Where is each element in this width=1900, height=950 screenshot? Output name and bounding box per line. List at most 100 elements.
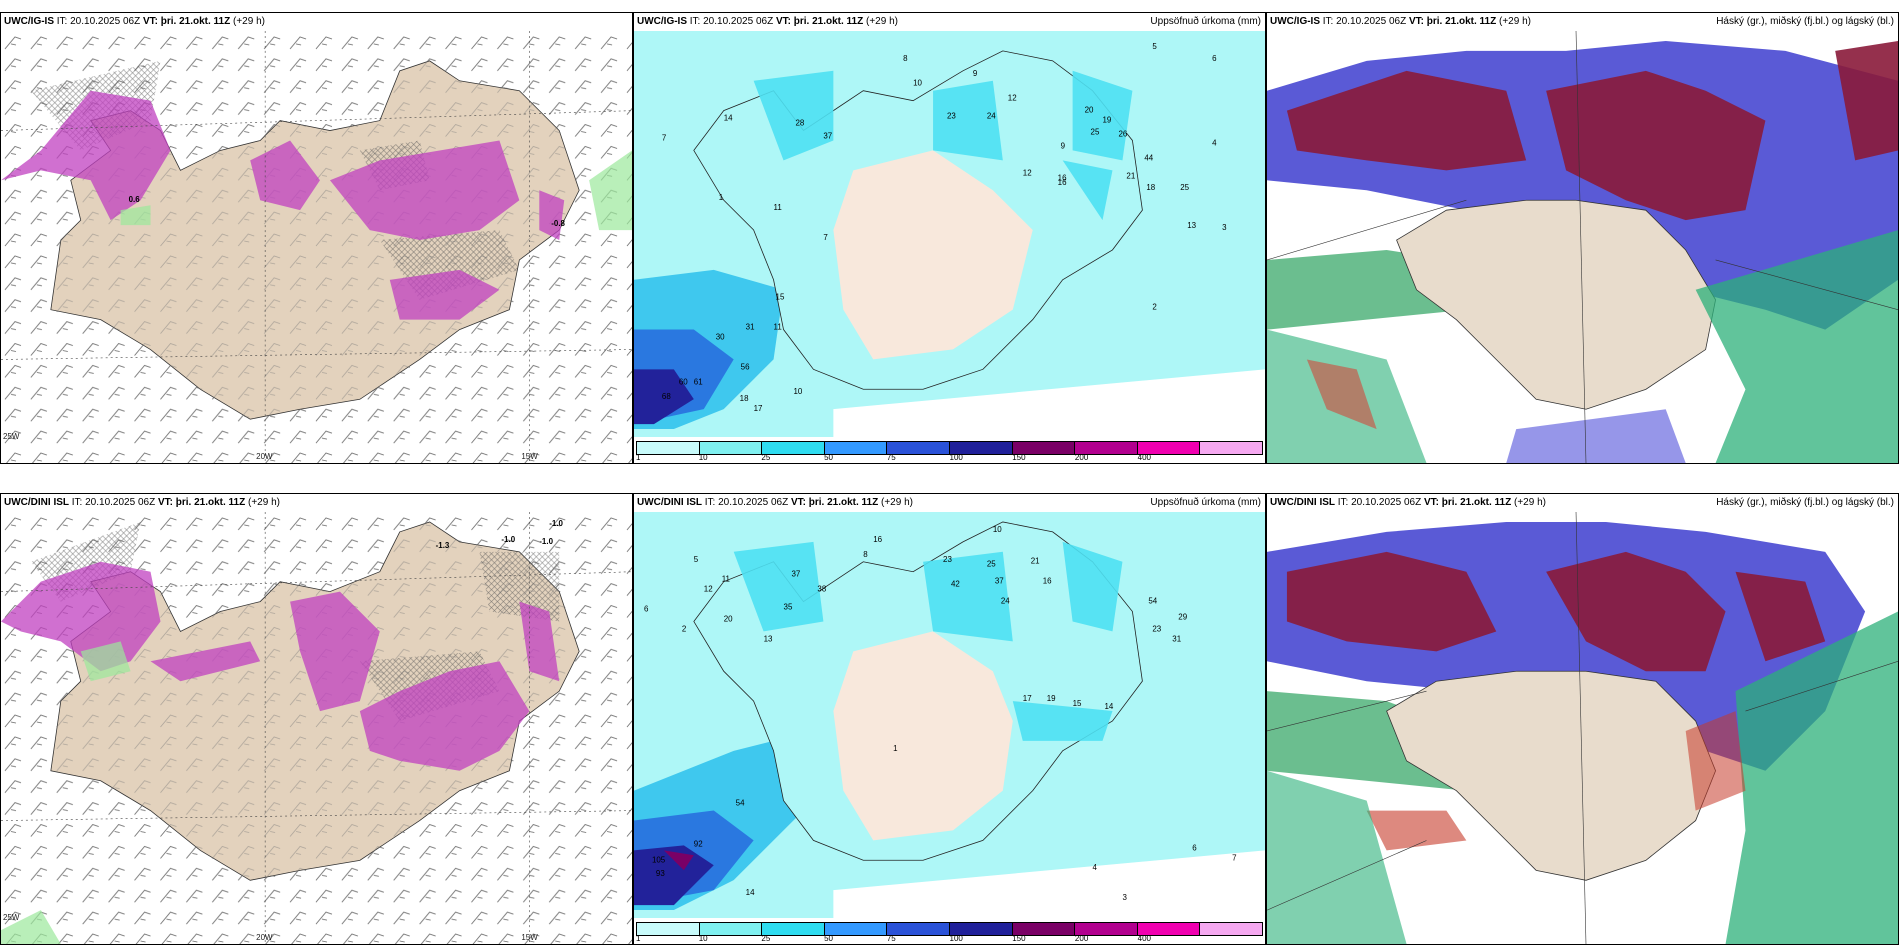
lead-time: (+29 h): [881, 497, 913, 508]
colorbar-swatch: [699, 923, 763, 935]
colorbar-swatch: [1137, 923, 1201, 935]
temp-label: 0.6: [129, 195, 141, 204]
svg-text:13: 13: [1187, 221, 1196, 230]
colorbar-label: 100: [949, 453, 963, 462]
colorbar-swatch: [699, 442, 763, 454]
svg-text:10: 10: [913, 79, 922, 88]
valid-time: þri. 21.okt. 11Z: [1426, 16, 1497, 27]
model-name: UWC/IG-IS: [637, 16, 687, 27]
svg-text:37: 37: [995, 577, 1004, 586]
svg-text:30: 30: [716, 332, 725, 341]
model-name: UWC/DINI ISL: [1270, 497, 1335, 508]
colorbar-swatch: [949, 442, 1013, 454]
colorbar-label: 1: [636, 934, 641, 943]
svg-text:26: 26: [1118, 129, 1127, 138]
map-area: 20W 15W 25W 0.6 -0.8: [1, 31, 632, 463]
colorbar-swatch: [1200, 442, 1262, 454]
temp-label: -1.0: [539, 537, 553, 546]
map-area: 8 7 9 10 14 28 37 23 24 12 20 19 25 26 4…: [634, 31, 1265, 437]
colorbar-swatch: [824, 442, 888, 454]
svg-text:6: 6: [1212, 54, 1217, 63]
svg-text:14: 14: [746, 888, 755, 897]
init-time: 20.10.2025 06Z: [1351, 497, 1422, 508]
panel-header: UWC/IG-IS IT: 20.10.2025 06Z VT: þri. 21…: [1, 13, 632, 31]
svg-text:68: 68: [662, 392, 671, 401]
svg-text:11: 11: [774, 323, 783, 332]
svg-text:54: 54: [1148, 597, 1157, 606]
svg-text:9: 9: [1061, 141, 1066, 150]
svg-text:11: 11: [774, 203, 783, 212]
svg-text:15: 15: [1073, 699, 1082, 708]
svg-text:20: 20: [1085, 106, 1094, 115]
precip-magenta: [1, 561, 560, 771]
svg-text:38: 38: [817, 585, 826, 594]
valid-time: þri. 21.okt. 11Z: [793, 16, 864, 27]
svg-text:1: 1: [719, 193, 724, 202]
svg-text:3: 3: [1122, 893, 1127, 902]
temp-label: -0.8: [551, 219, 565, 228]
svg-text:37: 37: [823, 131, 832, 140]
svg-text:14: 14: [724, 114, 733, 123]
svg-text:12: 12: [704, 585, 713, 594]
colorbar-label: 200: [1074, 453, 1089, 462]
colorbar-swatch: [1200, 923, 1262, 935]
lon-label-25w: 25W: [3, 913, 20, 922]
panel-header: UWC/DINI ISL IT: 20.10.2025 06Z VT: þri.…: [1, 494, 632, 512]
svg-text:10: 10: [993, 525, 1002, 534]
colorbar-swatch: [949, 923, 1013, 935]
panel-bottom-mid-precip: UWC/DINI ISL IT: 20.10.2025 06Z VT: þri.…: [633, 493, 1266, 945]
map-area: 20W 15W 25W -1.3 -1.0 -1.0 -1.0: [1, 512, 632, 944]
colorbar-swatch: [824, 923, 888, 935]
colorbar-swatch: [762, 442, 825, 454]
colorbar-label: 50: [824, 453, 834, 462]
svg-text:25: 25: [1091, 127, 1100, 136]
lead-time: (+29 h): [1514, 497, 1546, 508]
colorbar-swatch: [1012, 923, 1076, 935]
svg-text:6: 6: [644, 605, 649, 614]
precip-values: 8 7 9 10 14 28 37 23 24 12 20 19 25 26 4…: [662, 42, 1227, 413]
svg-text:23: 23: [1152, 624, 1161, 633]
valid-time: þri. 21.okt. 11Z: [808, 497, 879, 508]
colorbar-label: 75: [886, 453, 896, 462]
precip-magenta: [1, 90, 565, 320]
svg-text:21: 21: [1126, 171, 1135, 180]
lead-time: (+29 h): [866, 16, 898, 27]
svg-text:7: 7: [823, 233, 828, 242]
svg-text:8: 8: [863, 550, 868, 559]
svg-text:92: 92: [694, 839, 703, 848]
svg-text:11: 11: [722, 575, 731, 584]
iceland-landmass: [1386, 670, 1717, 881]
temp-label: -1.3: [436, 541, 450, 550]
svg-text:14: 14: [1105, 702, 1114, 711]
svg-text:16: 16: [1058, 173, 1067, 182]
init-time: 20.10.2025 06Z: [703, 16, 774, 27]
svg-text:4: 4: [1212, 138, 1217, 147]
lon-label-15w: 15W: [521, 933, 538, 942]
field-title: Háský (gr.), miðský (fj.bl.) og lágský (…: [1716, 16, 1894, 27]
svg-text:31: 31: [1172, 634, 1181, 643]
svg-text:37: 37: [792, 570, 801, 579]
panel-bottom-left-wind-temp: UWC/DINI ISL IT: 20.10.2025 06Z VT: þri.…: [0, 493, 633, 945]
svg-text:12: 12: [1023, 168, 1032, 177]
colorbar-swatch: [762, 923, 825, 935]
panel-header: UWC/IG-IS IT: 20.10.2025 06Z VT: þri. 21…: [634, 13, 1265, 31]
svg-text:54: 54: [736, 799, 745, 808]
svg-text:56: 56: [741, 362, 750, 371]
svg-text:5: 5: [1152, 42, 1157, 51]
svg-text:25: 25: [987, 560, 996, 569]
svg-text:8: 8: [903, 54, 908, 63]
svg-text:21: 21: [1031, 557, 1040, 566]
svg-text:25: 25: [1180, 183, 1189, 192]
colorbar-swatch: [887, 923, 950, 935]
valid-time: þri. 21.okt. 11Z: [160, 16, 231, 27]
valid-time: þri. 21.okt. 11Z: [1441, 497, 1512, 508]
svg-text:16: 16: [873, 535, 882, 544]
panel-header: UWC/IG-IS IT: 20.10.2025 06Z VT: þri. 21…: [1267, 13, 1898, 31]
colorbar-label: 25: [761, 934, 771, 943]
temp-label: -1.0: [501, 535, 515, 544]
svg-text:10: 10: [793, 387, 802, 396]
colorbar-label: 400: [1137, 934, 1151, 943]
svg-text:12: 12: [1008, 94, 1017, 103]
precip-colorbar: 1 10 25 50 75 100 150 200 400: [634, 918, 1265, 944]
svg-text:24: 24: [987, 112, 996, 121]
